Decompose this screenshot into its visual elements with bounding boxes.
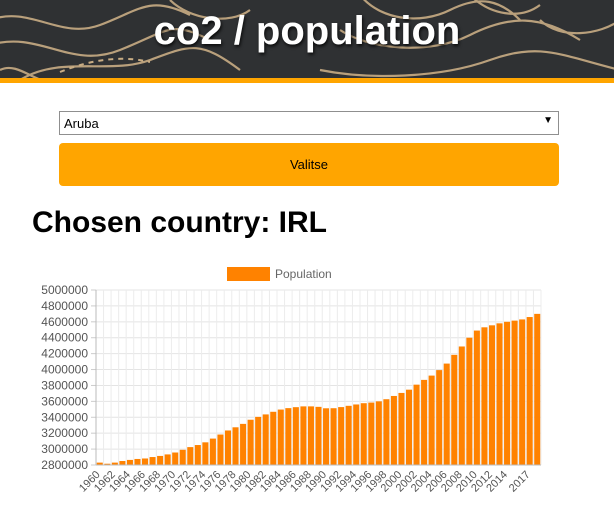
topographic-pattern <box>0 0 614 78</box>
bar-2013 <box>496 323 503 465</box>
legend-swatch <box>227 267 270 281</box>
chosen-country-heading: Chosen country: IRL <box>32 206 328 239</box>
bar-1991 <box>330 408 337 465</box>
bar-1982 <box>262 414 269 465</box>
y-tick-label: 4800000 <box>41 299 88 313</box>
y-tick-label: 3800000 <box>41 378 88 392</box>
bar-1984 <box>277 409 284 465</box>
bar-2015 <box>511 320 518 465</box>
bar-2010 <box>473 330 480 465</box>
bar-1989 <box>315 406 322 465</box>
bar-1992 <box>338 407 345 465</box>
submit-button[interactable]: Valitse <box>59 143 559 186</box>
country-select[interactable]: Aruba ▼ <box>59 111 559 135</box>
header-accent-rule <box>0 78 614 83</box>
legend-label: Population <box>275 267 332 281</box>
y-tick-label: 2800000 <box>41 458 88 472</box>
bar-1998 <box>383 399 390 465</box>
y-tick-label: 5000000 <box>41 283 88 297</box>
bar-1985 <box>285 408 292 465</box>
bar-1979 <box>240 423 247 465</box>
bar-2008 <box>458 346 465 465</box>
y-tick-label: 3000000 <box>41 442 88 456</box>
bar-1976 <box>217 434 224 465</box>
bar-2001 <box>405 389 413 465</box>
bar-1972 <box>187 447 194 465</box>
bar-1977 <box>224 430 232 465</box>
page-title: co2 / population <box>153 9 461 53</box>
bar-2009 <box>466 337 473 465</box>
bar-1986 <box>292 407 299 465</box>
bar-2014 <box>504 321 511 465</box>
bar-1965 <box>134 458 141 465</box>
bar-1994 <box>353 404 360 465</box>
bar-2016 <box>519 319 526 465</box>
site-header: co2 / population <box>0 0 614 78</box>
bar-2011 <box>481 327 488 465</box>
y-tick-label: 3600000 <box>41 394 88 408</box>
bar-1974 <box>202 442 209 465</box>
bar-1997 <box>375 401 382 465</box>
bar-1981 <box>255 416 262 465</box>
bar-1980 <box>247 419 254 465</box>
bar-2002 <box>413 384 420 465</box>
chevron-down-icon: ▼ <box>543 115 553 126</box>
bar-2012 <box>488 325 495 465</box>
bar-1990 <box>323 408 330 465</box>
bar-1978 <box>232 427 239 465</box>
chart-bars <box>96 313 541 465</box>
country-select-value: Aruba <box>64 116 99 131</box>
bar-1993 <box>345 405 352 465</box>
y-tick-label: 4400000 <box>41 331 88 345</box>
bar-2007 <box>451 354 458 465</box>
bar-1968 <box>157 455 164 465</box>
bar-1987 <box>300 406 307 465</box>
bar-2003 <box>421 379 428 465</box>
bar-2004 <box>428 375 435 465</box>
bar-1996 <box>368 402 375 465</box>
y-tick-label: 4200000 <box>41 347 88 361</box>
bar-2006 <box>443 363 450 465</box>
bar-1999 <box>390 395 397 465</box>
bar-1970 <box>172 452 179 465</box>
bar-1988 <box>307 406 314 465</box>
bar-1963 <box>119 461 126 465</box>
population-chart: Population 2800000 3000000 3200000 3400000 3… <box>41 267 542 495</box>
bar-2018 <box>534 313 541 465</box>
bar-1961 <box>104 463 111 465</box>
y-axis: 2800000 3000000 3200000 3400000 3600000 38000… <box>41 283 88 472</box>
bar-2005 <box>436 370 443 465</box>
x-tick-label: 2017 <box>507 469 533 495</box>
bar-1967 <box>149 457 156 465</box>
y-tick-label: 3200000 <box>41 426 88 440</box>
bar-1983 <box>270 411 277 465</box>
y-tick-label: 4600000 <box>41 315 88 329</box>
y-tick-label: 4000000 <box>41 363 88 377</box>
bar-1964 <box>126 459 133 465</box>
bar-1966 <box>142 458 149 465</box>
bar-1995 <box>360 403 367 465</box>
bar-1969 <box>164 454 171 465</box>
bar-1962 <box>111 462 118 465</box>
y-tick-label: 3400000 <box>41 410 88 424</box>
bar-2017 <box>526 317 533 465</box>
bar-1971 <box>179 449 186 465</box>
chart-legend: Population <box>227 267 332 281</box>
bar-2000 <box>398 392 405 465</box>
bar-1973 <box>194 445 201 465</box>
bar-1960 <box>96 462 103 465</box>
bar-1975 <box>209 438 216 465</box>
